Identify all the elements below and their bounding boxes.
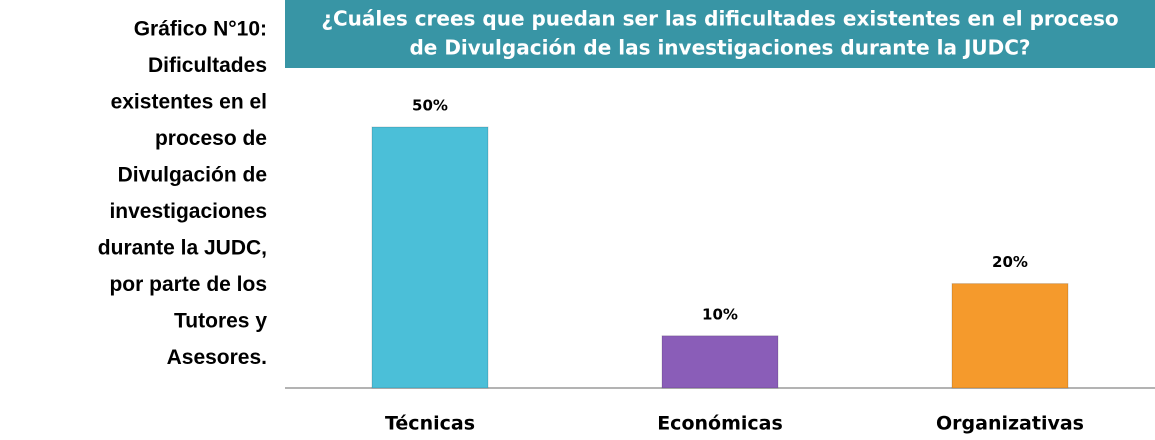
bar [661,335,779,389]
caption-line: Dificultades [148,54,267,77]
caption-line: proceso de [155,127,267,150]
value-label: 10% [702,305,738,323]
caption-line: Divulgación de [118,164,267,187]
x-tick-label: Económicas [657,413,783,435]
caption-line: existentes en el [111,91,267,114]
value-label: 50% [412,97,448,115]
title-banner [285,0,1155,68]
caption-line: Tutores y [174,310,267,333]
chart-title: de Divulgación de las investigaciones du… [409,36,1030,60]
bar [371,126,489,389]
x-tick-label: Organizativas [936,413,1084,435]
x-tick-label: Técnicas [385,413,475,435]
caption-line: por parte de los [109,273,267,296]
caption-line: investigaciones [109,200,267,223]
chart-title: ¿Cuáles crees que puedan ser las dificul… [321,7,1118,31]
caption-line: Asesores. [167,346,267,369]
caption-line: Gráfico N°10: [134,18,267,41]
bar [951,283,1069,389]
caption-line: durante la JUDC, [98,237,267,260]
value-label: 20% [992,253,1028,271]
